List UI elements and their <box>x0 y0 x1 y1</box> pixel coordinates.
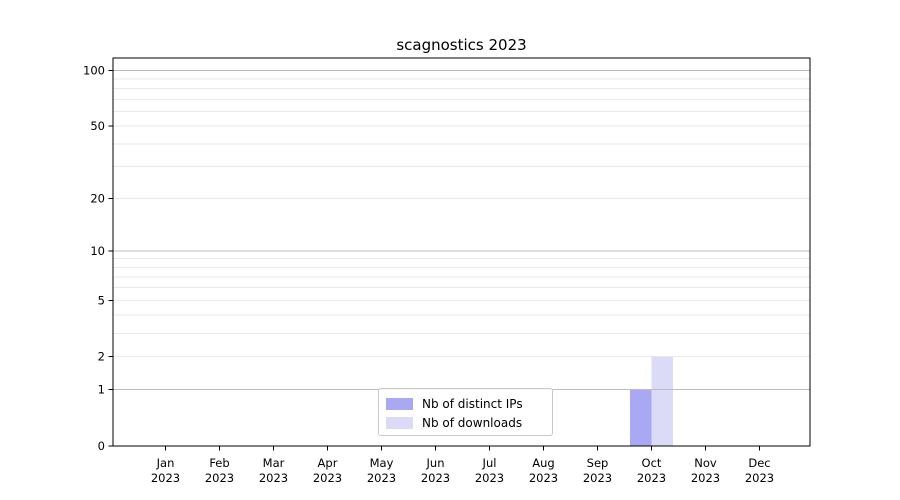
x-tick-label-year: 2023 <box>313 471 342 485</box>
x-tick-label-month: Oct <box>642 456 662 470</box>
x-tick-label-year: 2023 <box>367 471 396 485</box>
x-tick-label-year: 2023 <box>583 471 612 485</box>
y-tick-label: 2 <box>98 350 105 364</box>
x-tick-label-year: 2023 <box>637 471 666 485</box>
bar-nb-of-distinct-ips-oct <box>630 389 652 446</box>
x-tick-label-year: 2023 <box>691 471 720 485</box>
legend-swatch-downloads <box>386 416 413 429</box>
y-tick-label: 50 <box>90 119 105 133</box>
x-tick-label-month: Dec <box>748 456 770 470</box>
x-tick-label-month: May <box>370 456 394 470</box>
y-tick-label: 0 <box>98 439 105 453</box>
x-tick-label-month: Jul <box>482 456 497 470</box>
y-tick-label: 20 <box>90 191 105 205</box>
legend: Nb of distinct IPs Nb of downloads <box>378 388 553 436</box>
x-tick-label-year: 2023 <box>259 471 288 485</box>
x-tick-label-year: 2023 <box>421 471 450 485</box>
x-tick-label-year: 2023 <box>529 471 558 485</box>
x-tick-label-month: Mar <box>263 456 285 470</box>
x-tick-label-month: Feb <box>209 456 229 470</box>
legend-label-downloads: Nb of downloads <box>422 415 523 430</box>
legend-swatch-distinct-ips <box>386 397 413 410</box>
x-tick-label-month: Nov <box>694 456 717 470</box>
y-tick-label: 10 <box>90 244 105 258</box>
x-tick-label-year: 2023 <box>475 471 504 485</box>
y-tick-label: 100 <box>83 64 105 78</box>
x-tick-label-year: 2023 <box>205 471 234 485</box>
legend-item-distinct-ips: Nb of distinct IPs <box>386 394 546 413</box>
x-tick-label-month: Sep <box>587 456 609 470</box>
chart-title: scagnostics 2023 <box>396 36 527 54</box>
y-tick-label: 5 <box>98 293 105 307</box>
plot-frame <box>112 57 811 447</box>
legend-item-downloads: Nb of downloads <box>386 413 546 432</box>
x-tick-label-month: Apr <box>318 456 338 470</box>
x-tick-label-month: Aug <box>532 456 554 470</box>
x-tick-label-year: 2023 <box>745 471 774 485</box>
bar-nb-of-downloads-oct <box>651 356 673 446</box>
x-tick-label-year: 2023 <box>151 471 180 485</box>
y-tick-label: 1 <box>98 383 105 397</box>
legend-label-distinct-ips: Nb of distinct IPs <box>422 396 523 411</box>
x-tick-label-month: Jun <box>426 456 445 470</box>
x-tick-label-month: Jan <box>156 456 175 470</box>
